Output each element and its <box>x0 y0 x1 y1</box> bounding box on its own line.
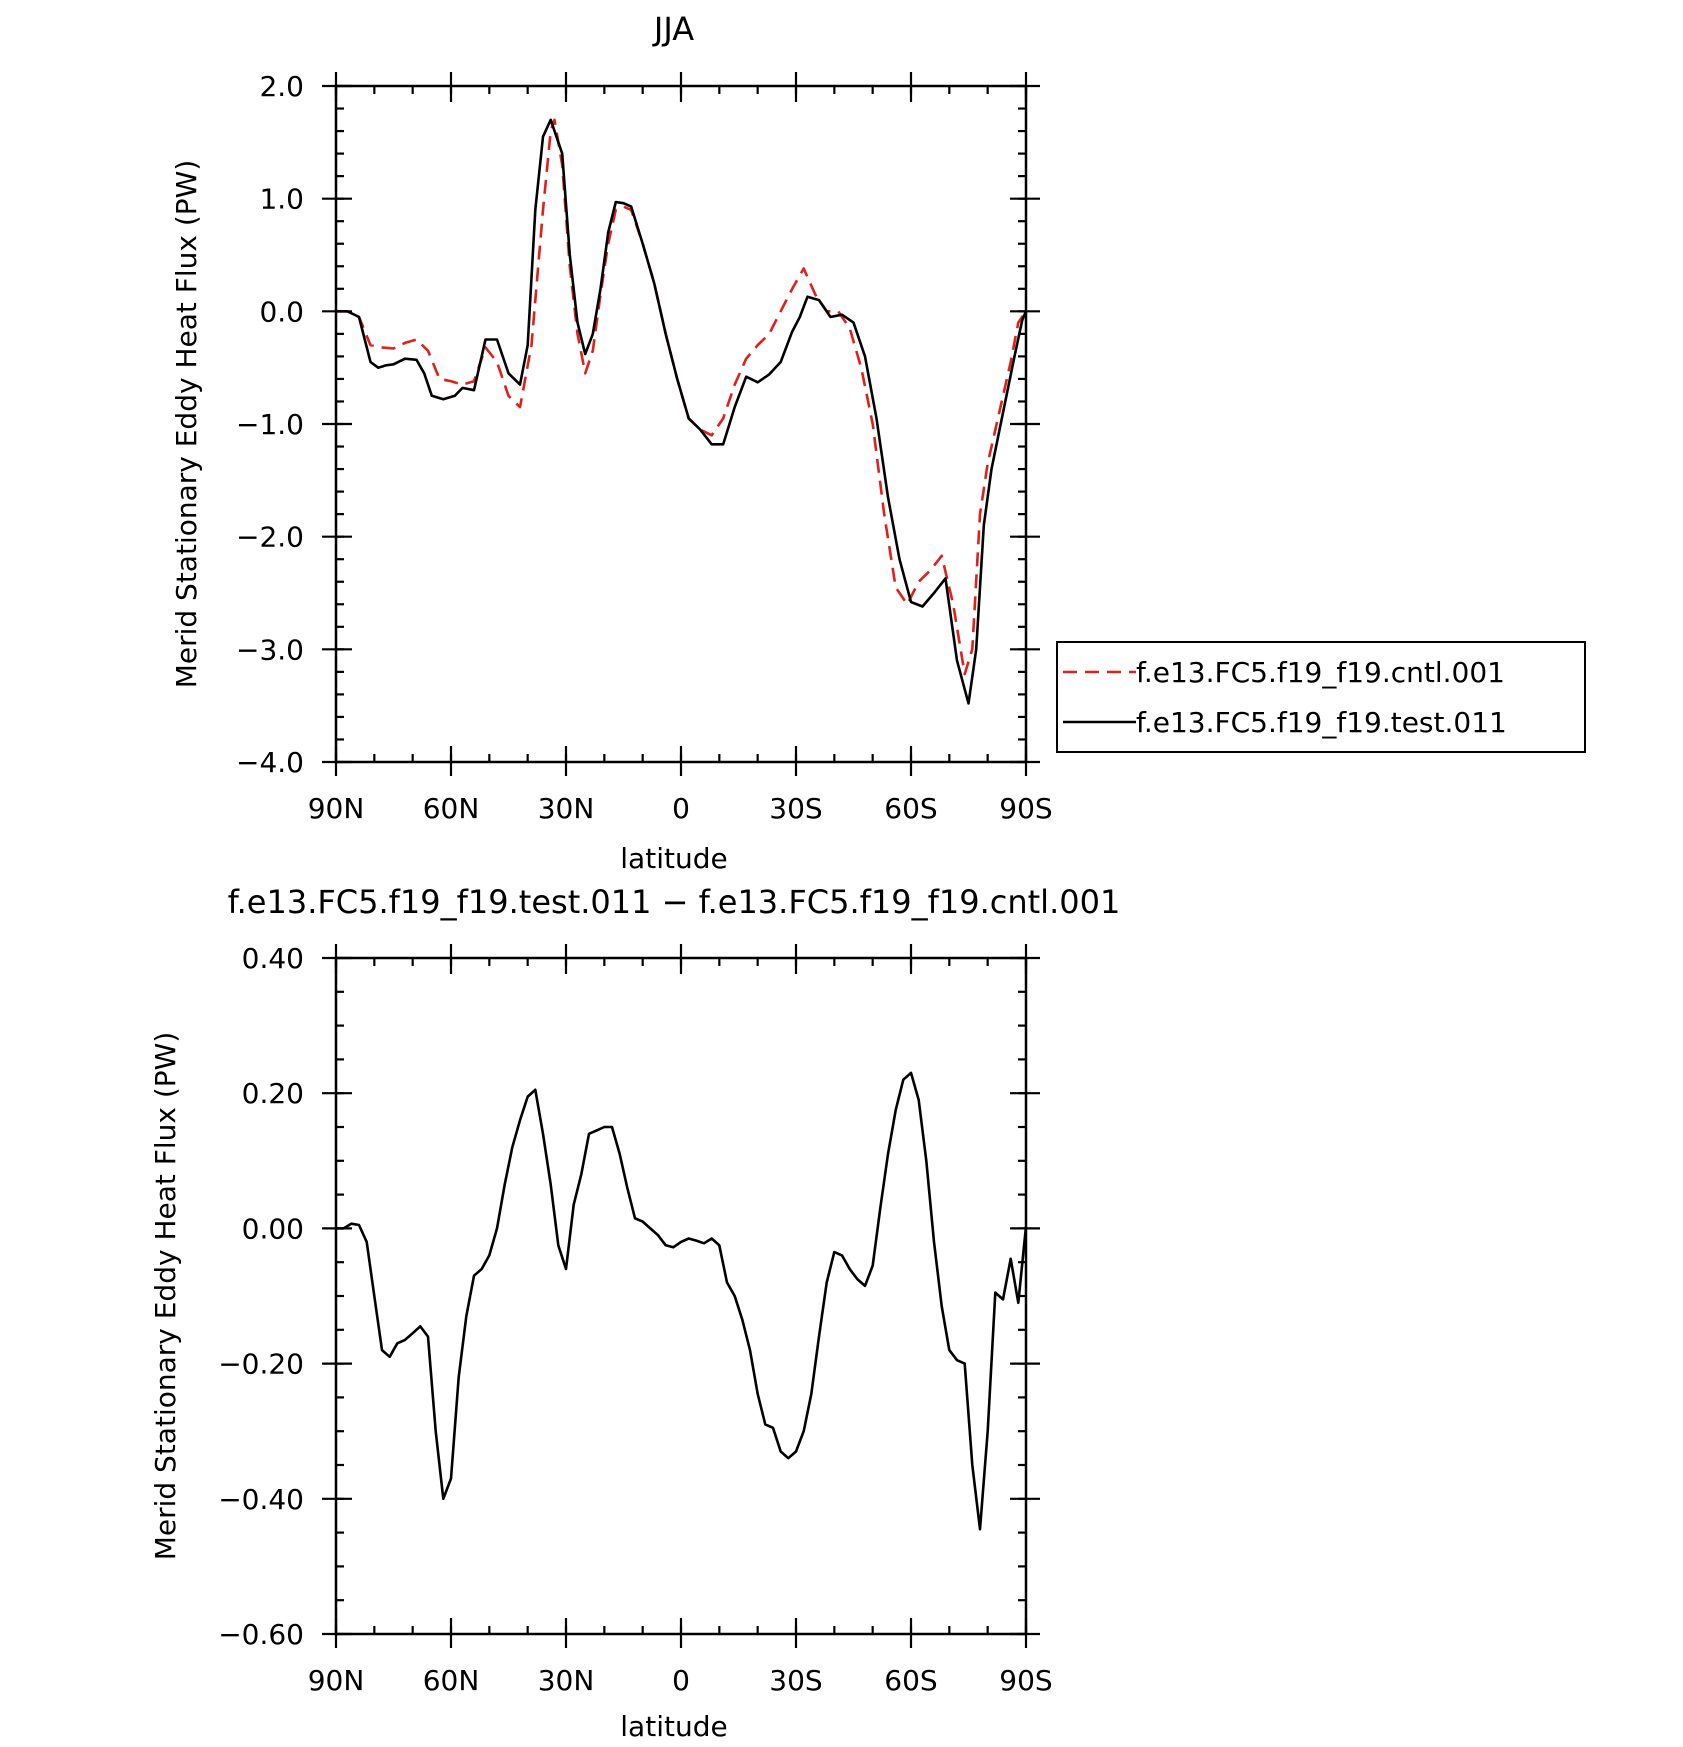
x-tick-label: 90N <box>308 792 365 825</box>
legend-label-test: f.e13.FC5.f19_f19.test.011 <box>1136 706 1507 739</box>
x-tick-label: 30N <box>538 1664 595 1697</box>
y-tick-label: 1.0 <box>259 183 304 216</box>
x-tick-label: 0 <box>672 792 690 825</box>
y-tick-label: −0.20 <box>218 1348 304 1381</box>
bottom-plot-frame <box>334 956 1028 1636</box>
y-tick-label: −1.0 <box>236 408 304 441</box>
x-tick-label: 30S <box>769 1664 822 1697</box>
bottom-x-axis-label: latitude <box>620 1710 727 1743</box>
series-line-2 <box>336 118 1028 705</box>
top-ticks <box>322 72 1040 776</box>
bottom-y-axis-label: Merid Stationary Eddy Heat Flux (PW) <box>149 1032 182 1561</box>
y-tick-label: −2.0 <box>236 521 304 554</box>
bottom-x-tick-labels: 90N 60N 30N 0 30S 60S 90S <box>308 1664 1053 1697</box>
y-tick-label: −0.40 <box>218 1483 304 1516</box>
y-tick-label: −4.0 <box>236 746 304 779</box>
top-chart-title: JJA <box>652 10 694 48</box>
bottom-chart-title: f.e13.FC5.f19_f19.test.011 − f.e13.FC5.f… <box>228 883 1121 921</box>
x-tick-label: 60S <box>884 1664 937 1697</box>
top-y-axis-label: Merid Stationary Eddy Heat Flux (PW) <box>170 160 203 689</box>
x-tick-label: 90S <box>999 792 1052 825</box>
bottom-panel: f.e13.FC5.f19_f19.test.011 − f.e13.FC5.f… <box>149 883 1120 1743</box>
x-tick-label: 0 <box>672 1664 690 1697</box>
x-tick-label: 60N <box>423 792 480 825</box>
y-tick-label: −0.60 <box>218 1618 304 1651</box>
y-tick-label: 2.0 <box>259 70 304 103</box>
legend-label-cntl: f.e13.FC5.f19_f19.cntl.001 <box>1136 656 1505 689</box>
top-x-axis-label: latitude <box>620 842 727 875</box>
top-series-group <box>336 118 1028 705</box>
x-tick-label: 90S <box>999 1664 1052 1697</box>
bottom-ticks <box>322 944 1040 1648</box>
top-panel: JJA 2.0 1.0 0.0 −1.0 −2.0 −3.0 −4.0 90N 60N 30N 0… <box>170 10 1586 875</box>
legend-box <box>1056 641 1586 753</box>
y-tick-label: 0.40 <box>242 942 304 975</box>
top-plot-frame <box>334 84 1028 764</box>
y-tick-label: 0.20 <box>242 1077 304 1110</box>
top-x-tick-labels: 90N 60N 30N 0 30S 60S 90S <box>308 792 1053 825</box>
y-tick-label: 0.0 <box>259 295 304 328</box>
bottom-series-group <box>336 1071 1028 1531</box>
x-tick-label: 90N <box>308 1664 365 1697</box>
top-y-tick-labels: 2.0 1.0 0.0 −1.0 −2.0 −3.0 −4.0 <box>236 70 304 779</box>
y-tick-label: −3.0 <box>236 633 304 666</box>
x-tick-label: 60N <box>423 1664 480 1697</box>
y-tick-label: 0.00 <box>242 1212 304 1245</box>
legend: f.e13.FC5.f19_f19.cntl.001 f.e13.FC5.f19… <box>1056 641 1586 753</box>
x-tick-label: 60S <box>884 792 937 825</box>
series-line-1 <box>336 1071 1028 1531</box>
x-tick-label: 30N <box>538 792 595 825</box>
x-tick-label: 30S <box>769 792 822 825</box>
bottom-y-tick-labels: 0.40 0.20 0.00 −0.20 −0.40 −0.60 <box>218 942 304 1651</box>
